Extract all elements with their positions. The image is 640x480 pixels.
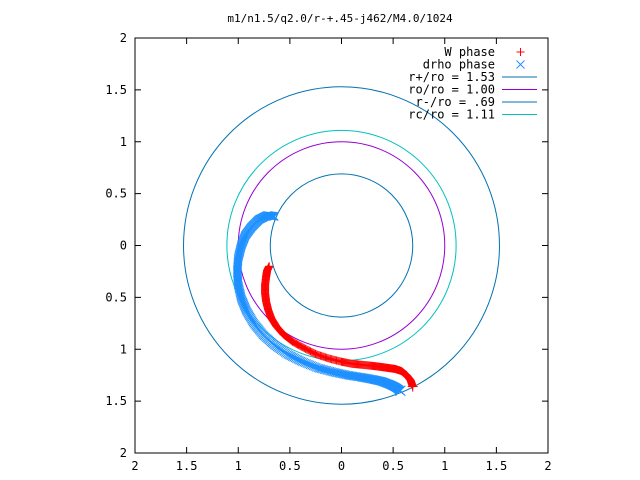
radius-circle xyxy=(269,173,414,318)
drho-phase-point xyxy=(284,350,294,360)
x-tick-label: 0.5 xyxy=(382,459,404,473)
x-tick-label: 1.5 xyxy=(176,459,198,473)
phase-markers xyxy=(232,211,418,397)
radius-circle xyxy=(183,86,500,405)
y-tick-label: 0 xyxy=(120,239,127,253)
w-phase-point xyxy=(407,381,418,392)
drho-phase-point xyxy=(287,352,297,361)
drho-phase-point xyxy=(289,352,298,362)
legend-label: rc/ro = 1.11 xyxy=(408,108,495,122)
y-tick-label: 0.5 xyxy=(105,187,127,201)
axis-ticks: 2 1.5 1 0.5 0 0.5 1 1.5 221.510.500.511.52 xyxy=(105,31,551,473)
drho-phase-point xyxy=(295,355,304,365)
legend-label: r-/ro = .69 xyxy=(416,95,495,109)
drho-phase-point xyxy=(292,354,301,364)
drho-phase-point xyxy=(394,385,406,397)
drho-phase-point xyxy=(305,360,315,370)
y-tick-label: 2 xyxy=(120,446,127,460)
y-tick-label: 1 xyxy=(120,342,127,356)
legend-marker-sample xyxy=(516,48,525,56)
y-tick-label: 2 xyxy=(120,31,127,45)
drho-phase-point xyxy=(302,359,312,368)
drho-phase-point xyxy=(293,355,303,364)
x-tick-label: 1 xyxy=(235,459,242,473)
drho-phase-point xyxy=(308,361,318,371)
drho-phase-point xyxy=(283,350,293,359)
drho-phase-point xyxy=(296,356,306,366)
y-tick-label: 1.5 xyxy=(105,394,127,408)
legend-label: r+/ro = 1.53 xyxy=(408,70,495,84)
drho-phase-point xyxy=(304,359,313,369)
legend-marker-sample xyxy=(516,60,525,69)
radius-circles xyxy=(183,86,500,405)
legend-label: ro/ro = 1.00 xyxy=(408,83,495,97)
drho-phase-point xyxy=(311,362,321,372)
y-tick-label: 0.5 xyxy=(105,290,127,304)
x-tick-label: 1.5 xyxy=(486,459,508,473)
y-tick-label: 1 xyxy=(120,135,127,149)
drho-phase-point xyxy=(299,357,309,367)
x-tick-label: 1 xyxy=(441,459,448,473)
drho-phase-point xyxy=(307,361,316,370)
drho-phase-point xyxy=(301,358,310,368)
drho-phase-point xyxy=(286,351,296,361)
x-tick-label: 0.5 xyxy=(279,459,301,473)
x-tick-label: 2 xyxy=(131,459,138,473)
x-tick-label: 0 xyxy=(338,459,345,473)
drho-phase-point xyxy=(290,353,300,363)
chart-title: m1/n1.5/q2.0/r-+.45-j462/M4.0/1024 xyxy=(227,12,453,25)
drho-phase-point xyxy=(310,362,320,372)
legend-label: W phase xyxy=(444,45,495,59)
x-tick-label: 2 xyxy=(544,459,551,473)
drho-phase-point xyxy=(297,357,307,367)
y-tick-label: 1.5 xyxy=(105,83,127,97)
legend-label: drho phase xyxy=(423,58,495,72)
w-phase-point xyxy=(288,337,297,346)
